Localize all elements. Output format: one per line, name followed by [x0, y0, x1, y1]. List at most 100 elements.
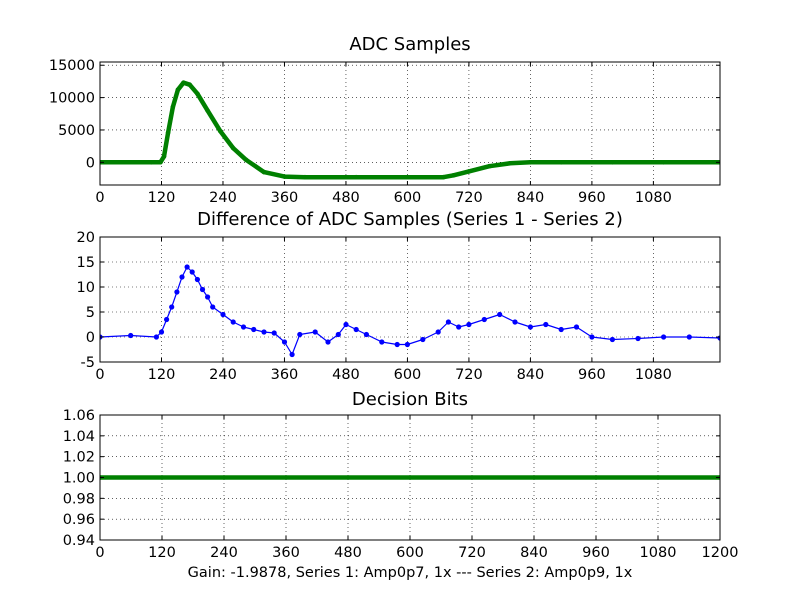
data-point: [404, 341, 410, 348]
y-tick-label: 10000: [49, 91, 95, 107]
plot-2-title: Difference of ADC Samples (Series 1 - Se…: [197, 209, 623, 230]
data-point: [589, 334, 595, 340]
data-point: [335, 331, 341, 338]
data-point: [661, 334, 667, 340]
x-tick-label: 840: [517, 367, 545, 383]
x-tick-label: 480: [334, 545, 362, 561]
data-point: [445, 319, 451, 325]
data-point: [363, 331, 369, 338]
data-point: [507, 161, 513, 166]
data-point: [199, 286, 206, 293]
data-point: [405, 174, 410, 180]
plot-2-data: [100, 264, 720, 358]
data-point: [175, 87, 181, 93]
data-point: [158, 329, 165, 335]
data-point: [181, 80, 186, 85]
x-tick-label: 240: [209, 190, 237, 206]
footer-label: Gain: -1.9878, Series 1: Amp0p7, 1x --- …: [188, 565, 633, 581]
data-point: [441, 174, 446, 180]
data-point: [635, 335, 641, 342]
data-point: [451, 173, 456, 178]
x-tick-label: 1080: [635, 190, 672, 206]
x-tick-label: 720: [455, 367, 483, 383]
data-point: [297, 331, 303, 338]
data-point: [497, 311, 503, 318]
x-tick-label: 480: [332, 190, 360, 206]
data-point: [573, 324, 580, 330]
x-tick-label: 120: [148, 190, 176, 206]
data-point: [210, 304, 216, 310]
data-point: [195, 91, 200, 96]
data-point: [543, 321, 549, 328]
data-point: [179, 274, 185, 280]
x-tick-label: 960: [578, 190, 606, 206]
data-point: [353, 326, 359, 333]
plot-1-data: [100, 80, 720, 180]
x-tick-label: 1080: [640, 545, 677, 561]
data-point: [325, 339, 331, 345]
x-tick-label: 0: [95, 367, 104, 383]
y-tick-label: 20: [77, 230, 95, 246]
data-point: [205, 294, 211, 300]
data-point: [148, 160, 154, 165]
y-tick-label: 15: [77, 255, 95, 271]
data-point: [170, 105, 176, 110]
y-tick-label: 0.96: [63, 512, 95, 528]
data-point: [610, 160, 615, 165]
data-point: [243, 157, 249, 163]
plot-1: ADC Samples 0 120 240 360 480 600 720 840 960 1080…: [49, 34, 721, 206]
data-point: [512, 319, 518, 325]
data-point: [481, 316, 487, 323]
data-point: [282, 174, 287, 179]
x-tick-label: 120: [148, 545, 176, 561]
data-point: [218, 129, 223, 134]
y-tick-label: 0: [86, 155, 95, 171]
y-tick-label: -5: [81, 355, 95, 371]
x-tick-label: 240: [210, 545, 238, 561]
y-tick-label: 1.04: [63, 429, 95, 445]
data-point: [169, 304, 175, 310]
data-point: [164, 316, 170, 323]
y-tick-label: 1.02: [63, 450, 95, 466]
x-tick-label: 840: [520, 545, 548, 561]
y-tick-label: 0.98: [63, 491, 95, 507]
data-point: [153, 334, 159, 340]
x-tick-label: 240: [209, 367, 237, 383]
x-tick-label: 1200: [702, 545, 739, 561]
data-point: [302, 174, 308, 180]
y-tick-label: 5: [86, 305, 95, 321]
y-tick-label: 1.06: [63, 408, 95, 424]
data-point: [165, 130, 171, 135]
y-tick-label: 10: [77, 280, 95, 296]
x-tick-label: 600: [396, 545, 424, 561]
data-point: [435, 329, 441, 335]
plot-1-title: ADC Samples: [349, 34, 470, 55]
x-tick-label: 480: [332, 367, 360, 383]
x-tick-label: 960: [578, 367, 606, 383]
data-point: [187, 82, 192, 87]
x-tick-label: 720: [458, 545, 486, 561]
x-tick-label: 120: [148, 367, 176, 383]
data-point: [312, 329, 318, 335]
data-point: [466, 321, 472, 328]
data-point: [528, 160, 533, 165]
x-tick-label: 960: [582, 545, 610, 561]
data-point: [240, 324, 247, 330]
data-point: [394, 341, 400, 348]
data-point: [487, 163, 492, 169]
y-tick-label: 5000: [58, 123, 95, 139]
data-point: [353, 174, 359, 180]
plot-3: Decision Bits 0 120 240 360 480 600 720 840 960 10…: [63, 389, 739, 561]
data-point: [661, 160, 666, 165]
data-point: [220, 311, 226, 318]
data-point: [686, 334, 692, 340]
x-tick-label: 600: [394, 190, 422, 206]
y-tick-label: 0: [86, 330, 95, 346]
data-point: [251, 326, 257, 333]
data-point: [456, 324, 462, 330]
plot-2-frame: [99, 236, 721, 363]
data-point: [261, 329, 267, 335]
x-tick-label: 1080: [635, 367, 672, 383]
data-point: [420, 336, 426, 343]
